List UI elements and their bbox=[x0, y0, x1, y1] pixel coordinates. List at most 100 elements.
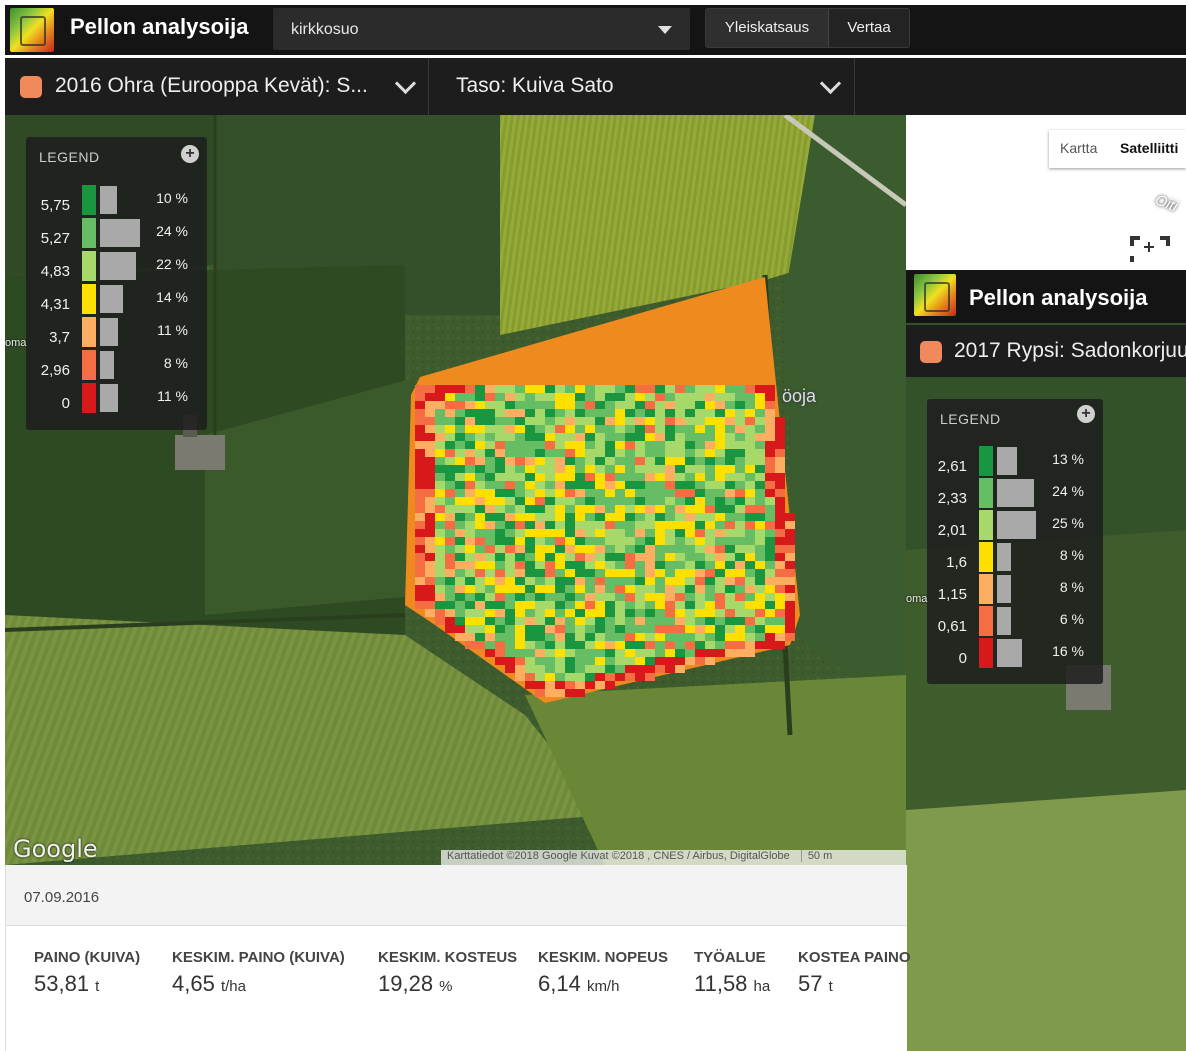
google-logo: Google bbox=[13, 835, 98, 863]
legend-distribution-bar bbox=[997, 607, 1011, 635]
legend-value: 2,96 bbox=[40, 362, 70, 379]
stats-panel: 07.09.2016 PAINO (KUIVA) 53,81 t KESKIM. P… bbox=[5, 865, 911, 1051]
legend-value: 0,61 bbox=[937, 618, 967, 635]
stat-value: 53,81 t bbox=[34, 971, 100, 996]
scale-text: 50 m bbox=[800, 850, 833, 862]
legend-color-swatch bbox=[979, 638, 993, 668]
legend-value: 0 bbox=[958, 650, 967, 667]
legend-value: 1,6 bbox=[946, 554, 967, 571]
stat-unit: ha bbox=[753, 978, 771, 995]
legend-row: 3,7 11 % bbox=[26, 317, 207, 347]
place-label: oma bbox=[906, 593, 928, 605]
stat-unit: t bbox=[95, 978, 100, 995]
legend-distribution-bar bbox=[997, 575, 1011, 603]
compare-button[interactable]: Vertaa bbox=[847, 19, 891, 36]
legend-color-swatch bbox=[82, 218, 96, 248]
chevron-down-icon bbox=[394, 72, 417, 95]
stat-value: 57 t bbox=[798, 971, 833, 996]
crop-selector[interactable]: 2016 Ohra (Eurooppa Kevät): S... bbox=[5, 58, 429, 115]
app-logo-icon bbox=[10, 8, 54, 52]
legend-row: 4,31 14 % bbox=[26, 284, 207, 314]
legend-percent: 8 % bbox=[1059, 579, 1084, 595]
legend-value: 4,83 bbox=[40, 263, 70, 280]
legend-distribution-bar bbox=[997, 639, 1022, 667]
legend-row: 1,6 8 % bbox=[927, 542, 1103, 572]
stat-label: KOSTEA PAINO bbox=[798, 949, 911, 966]
legend-row: 2,61 13 % bbox=[927, 446, 1103, 476]
stat-label: KESKIM. KOSTEUS bbox=[378, 949, 518, 966]
crop-color-swatch bbox=[20, 76, 42, 98]
chevron-down-icon bbox=[819, 72, 842, 95]
legend-value: 2,33 bbox=[937, 490, 967, 507]
stat-unit: t/ha bbox=[220, 978, 246, 995]
stat-label: TYÖALUE bbox=[694, 949, 766, 966]
road-label: Oiti bbox=[1152, 191, 1180, 216]
compare-top-bar: Pellon analysoija bbox=[906, 270, 1186, 323]
legend-percent: 11 % bbox=[157, 388, 188, 404]
stat-value: 11,58 ha bbox=[694, 971, 771, 996]
legend-percent: 11 % bbox=[157, 322, 188, 338]
map-type-map-button[interactable]: Kartta bbox=[1060, 140, 1098, 156]
legend-color-swatch bbox=[82, 350, 96, 380]
legend-row: 0,61 6 % bbox=[927, 606, 1103, 636]
fullscreen-icon bbox=[1130, 236, 1170, 262]
legend-value: 2,01 bbox=[937, 522, 967, 539]
legend-percent: 13 % bbox=[1052, 451, 1084, 467]
legend-row: 0 16 % bbox=[927, 638, 1103, 668]
legend-row: 4,83 22 % bbox=[26, 251, 207, 281]
place-label: oma bbox=[5, 337, 27, 349]
legend-value: 0 bbox=[61, 395, 70, 412]
stat-value: 4,65 t/ha bbox=[172, 971, 246, 996]
legend-panel: LEGEND + 5,75 10 % 5,27 24 % 4,83 22 % 4,31 14 … bbox=[26, 137, 207, 430]
legend-percent: 22 % bbox=[156, 256, 188, 272]
legend-percent: 14 % bbox=[156, 289, 188, 305]
legend-distribution-bar bbox=[997, 479, 1035, 507]
overview-button[interactable]: Yleiskatsaus bbox=[706, 9, 829, 47]
stat-unit: % bbox=[439, 978, 453, 995]
legend-percent: 25 % bbox=[1052, 515, 1084, 531]
field-select-value: kirkkosuo bbox=[291, 21, 359, 38]
legend-color-swatch bbox=[82, 284, 96, 314]
crop-selector-label: 2016 Ohra (Eurooppa Kevät): S... bbox=[55, 74, 368, 97]
legend-color-swatch bbox=[82, 251, 96, 281]
legend-distribution-bar bbox=[100, 318, 119, 346]
legend-value: 1,15 bbox=[937, 586, 967, 603]
legend-color-swatch bbox=[979, 606, 993, 636]
legend-color-swatch bbox=[82, 317, 96, 347]
field-select[interactable]: kirkkosuo bbox=[273, 8, 690, 50]
crop-color-swatch bbox=[920, 341, 942, 363]
compare-crop-selector[interactable]: 2017 Rypsi: Sadonkorjuu bbox=[906, 325, 1186, 377]
layer-selector[interactable]: Taso: Kuiva Sato bbox=[430, 58, 855, 115]
compare-crop-label: 2017 Rypsi: Sadonkorjuu bbox=[954, 339, 1186, 362]
legend-distribution-bar bbox=[997, 543, 1011, 571]
legend-row: 2,01 25 % bbox=[927, 510, 1103, 540]
app-title: Pellon analysoija bbox=[70, 14, 249, 39]
legend-value: 4,31 bbox=[40, 296, 70, 313]
legend-row: 1,15 8 % bbox=[927, 574, 1103, 604]
stat-label: KESKIM. PAINO (KUIVA) bbox=[172, 949, 345, 966]
stat-unit: km/h bbox=[586, 978, 620, 995]
legend-color-swatch bbox=[82, 383, 96, 413]
expand-icon[interactable]: + bbox=[181, 145, 199, 163]
legend-distribution-bar bbox=[997, 511, 1036, 539]
legend-percent: 6 % bbox=[1059, 611, 1084, 627]
legend-percent: 8 % bbox=[1059, 547, 1084, 563]
map-type-satellite-button[interactable]: Satelliitti bbox=[1120, 140, 1179, 156]
legend-row: 2,33 24 % bbox=[927, 478, 1103, 508]
satellite-map[interactable]: LEGEND + 5,75 10 % 5,27 24 % 4,83 22 % 4,31 14 … bbox=[5, 115, 906, 865]
compare-app-title: Pellon analysoija bbox=[969, 285, 1148, 310]
legend-distribution-bar bbox=[100, 384, 119, 412]
legend-percent: 8 % bbox=[163, 355, 188, 371]
legend-percent: 16 % bbox=[1052, 643, 1084, 659]
compare-legend-panel: LEGEND + 2,61 13 % 2,33 24 % 2,01 25 % 1,6 8 % 1… bbox=[927, 399, 1103, 684]
legend-color-swatch bbox=[979, 446, 993, 476]
legend-distribution-bar bbox=[100, 186, 117, 214]
legend-color-swatch bbox=[979, 478, 993, 508]
expand-icon[interactable]: + bbox=[1077, 405, 1095, 423]
legend-color-swatch bbox=[979, 542, 993, 572]
fullscreen-button[interactable] bbox=[1116, 222, 1186, 277]
legend-percent: 24 % bbox=[156, 223, 188, 239]
ditch-label: öoja bbox=[782, 386, 817, 406]
stats-header: 07.09.2016 bbox=[6, 865, 907, 926]
legend-row: 2,96 8 % bbox=[26, 350, 207, 380]
